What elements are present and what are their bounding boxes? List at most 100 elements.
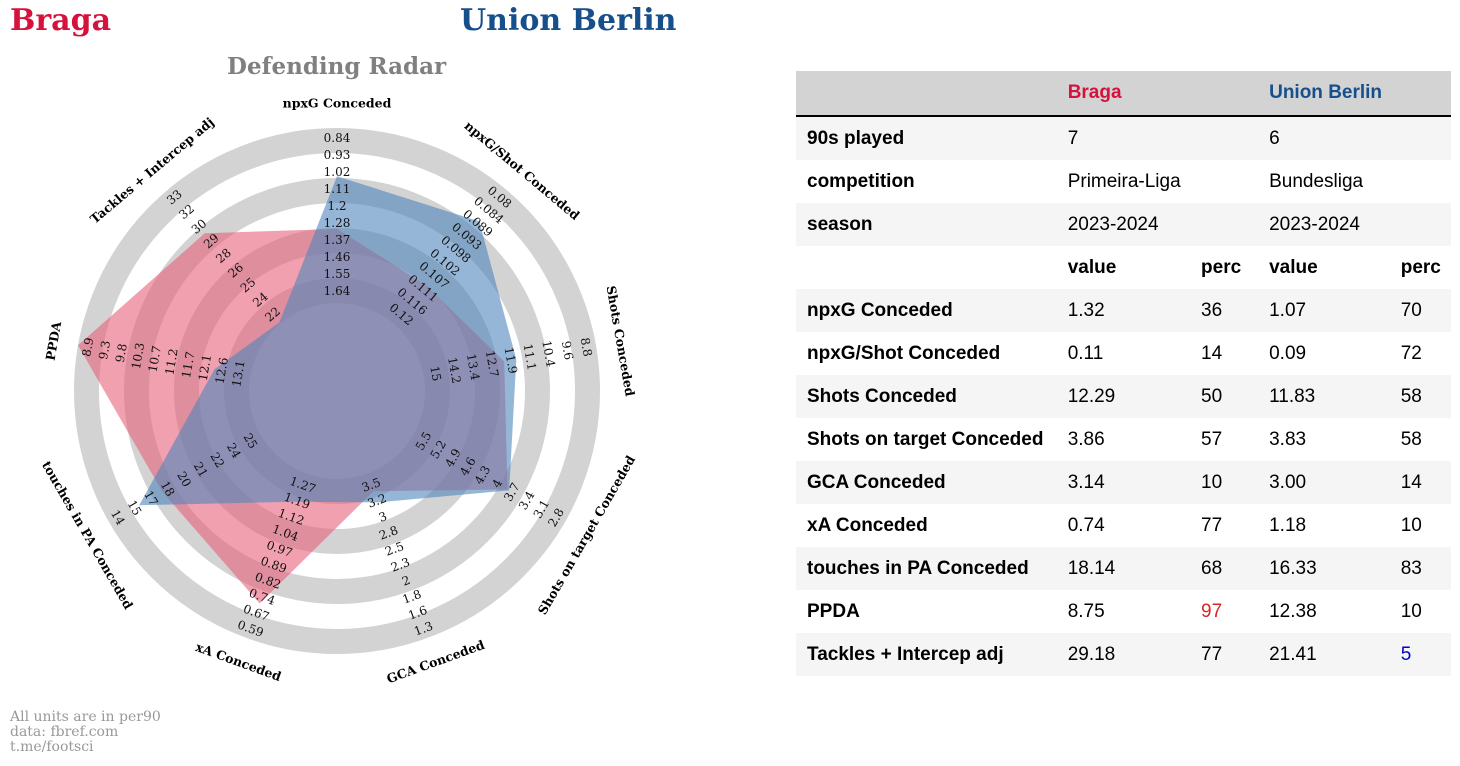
table-cell-label: npxG Conceded (796, 289, 1057, 332)
radar-series-team-b (139, 176, 517, 506)
table-cell-team-a-value: value (1056, 246, 1191, 289)
radar-tick-label: 10.4 (539, 339, 557, 368)
radar-chart: 1.641.551.461.371.281.21.111.020.930.840… (39, 96, 638, 687)
radar-tick-label: 25 (241, 431, 261, 451)
table-cell-label: Shots on target Conceded (796, 418, 1057, 461)
comparison-table: Braga Union Berlin 90s played 7 6 competiti… (796, 71, 1451, 676)
radar-tick-label: 1.55 (324, 267, 351, 281)
radar-tick-label: 13.4 (464, 353, 482, 382)
footer: All units are in per90 data: fbref.com t… (10, 710, 161, 755)
table-row: season 2023-2024 2023-2024 (796, 203, 1451, 246)
radar-tick-label: 0.84 (324, 131, 351, 145)
table-header-row: Braga Union Berlin (796, 71, 1451, 117)
table-cell-team-a-perc (1190, 160, 1259, 203)
table-cell-team-a-value: 7 (1056, 116, 1191, 160)
footer-channel: t.me/footsci (10, 739, 94, 755)
table-cell-team-a-value: 3.86 (1056, 418, 1191, 461)
table-cell-team-b-value: 12.38 (1258, 590, 1390, 633)
table-cell-team-a-value: 8.75 (1056, 590, 1191, 633)
radar-tick-label: 10.7 (146, 345, 164, 374)
table-cell-team-a-perc: 77 (1190, 504, 1259, 547)
table-cell-label: npxG/Shot Conceded (796, 332, 1057, 375)
radar-tick-label: 21 (191, 460, 211, 480)
table-row: value perc value perc (796, 246, 1451, 289)
table-cell-team-b-perc: 10 (1389, 590, 1451, 633)
radar-tick-label: 8.8 (578, 336, 595, 357)
radar-tick-label: 11.9 (502, 346, 520, 375)
radar-tick-label: 1.2 (327, 199, 346, 213)
table-cell-label: Shots Conceded (796, 375, 1057, 418)
table-cell-team-b-value: 6 (1258, 116, 1390, 160)
footer-data-source: data: fbref.com (10, 724, 119, 740)
radar-tick-label: 3 (377, 509, 389, 525)
radar-tick-label: 2.8 (377, 523, 400, 543)
table-cell-team-b-perc: 58 (1389, 418, 1451, 461)
table-cell-team-b-perc: 5 (1389, 633, 1451, 676)
radar-tick-label: 20 (174, 469, 194, 489)
table-cell-team-a-value: 0.11 (1056, 332, 1191, 375)
table-cell-team-b-value: Bundesliga (1258, 160, 1390, 203)
table-row: Shots Conceded 12.29 50 11.83 58 (796, 375, 1451, 418)
table-row: Shots on target Conceded 3.86 57 3.83 58 (796, 418, 1451, 461)
table-cell-team-a-perc (1190, 203, 1259, 246)
table-row: npxG Conceded 1.32 36 1.07 70 (796, 289, 1451, 332)
radar-tick-label: 8.9 (79, 336, 96, 357)
radar-tick-label: 17 (141, 488, 161, 508)
radar-tick-label: 10.3 (129, 342, 147, 371)
team-b-title: Union Berlin (460, 3, 677, 38)
radar-axis-label: npxG Conceded (283, 96, 392, 111)
table-cell-team-a-perc: 57 (1190, 418, 1259, 461)
table-header-empty (796, 71, 1057, 117)
radar-tick-label: 2.3 (389, 555, 412, 575)
table-cell-team-b-perc: 58 (1389, 375, 1451, 418)
table-cell-team-b-perc: 70 (1389, 289, 1451, 332)
radar-tick-label: 3.2 (366, 491, 389, 511)
table-cell-label: GCA Conceded (796, 461, 1057, 504)
radar-tick-label: 15 (427, 365, 443, 382)
table-cell-label: 90s played (796, 116, 1057, 160)
footer-units-note: All units are in per90 (10, 709, 161, 725)
table-header-team-b: Union Berlin (1258, 71, 1390, 117)
table-cell-team-b-perc: 14 (1389, 461, 1451, 504)
table-cell-label (796, 246, 1057, 289)
table-cell-team-a-perc (1190, 116, 1259, 160)
radar-axis-label: xA Conceded (194, 639, 284, 684)
table-cell-team-b-perc: 83 (1389, 547, 1451, 590)
radar-tick-label: 11.2 (162, 347, 180, 376)
radar-axis-label: Shots Conceded (603, 285, 637, 398)
table-cell-team-a-value: 29.18 (1056, 633, 1191, 676)
table-cell-team-b-perc (1389, 160, 1451, 203)
table-cell-team-a-perc: 97 (1190, 590, 1259, 633)
radar-tick-label: 24 (224, 440, 244, 461)
table-cell-team-a-value: 2023-2024 (1056, 203, 1191, 246)
table-cell-label: Tackles + Intercep adj (796, 633, 1057, 676)
team-a-title: Braga (10, 3, 112, 38)
table-header-spacer-b (1389, 71, 1451, 117)
table-cell-team-a-perc: perc (1190, 246, 1259, 289)
table-cell-team-b-value: 3.00 (1258, 461, 1390, 504)
table-cell-team-a-perc: 10 (1190, 461, 1259, 504)
table-row: competition Primeira-Liga Bundesliga (796, 160, 1451, 203)
table-cell-team-b-perc: perc (1389, 246, 1451, 289)
radar-tick-label: 14.2 (445, 356, 463, 385)
table-row: 90s played 7 6 (796, 116, 1451, 160)
radar-tick-label: 13.1 (229, 359, 247, 388)
table-cell-team-a-value: Primeira-Liga (1056, 160, 1191, 203)
table-row: Tackles + Intercep adj 29.18 77 21.41 5 (796, 633, 1451, 676)
table-cell-team-a-perc: 77 (1190, 633, 1259, 676)
table-cell-team-b-perc: 10 (1389, 504, 1451, 547)
radar-tick-label: 15 (125, 498, 145, 518)
table-row: PPDA 8.75 97 12.38 10 (796, 590, 1451, 633)
radar-tick-label: 22 (207, 450, 227, 470)
radar-tick-label: 11.7 (179, 350, 197, 379)
radar-tick-label: 1.6 (406, 603, 429, 623)
table-cell-label: PPDA (796, 590, 1057, 633)
table-row: GCA Conceded 3.14 10 3.00 14 (796, 461, 1451, 504)
table-cell-team-a-value: 3.14 (1056, 461, 1191, 504)
radar-tick-label: 12.6 (213, 356, 231, 385)
radar-axis-label: PPDA (43, 320, 65, 362)
table-cell-team-b-value: value (1258, 246, 1390, 289)
radar-tick-label: 3.5 (360, 475, 383, 495)
table-cell-label: touches in PA Conceded (796, 547, 1057, 590)
table-cell-team-a-value: 1.32 (1056, 289, 1191, 332)
